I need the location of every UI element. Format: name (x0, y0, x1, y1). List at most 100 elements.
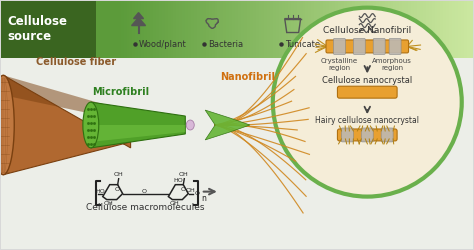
Bar (124, 1, 128, 58)
Bar (153, 1, 157, 58)
Text: Algae: Algae (359, 40, 386, 49)
Bar (420, 1, 424, 58)
Text: OH: OH (104, 201, 114, 206)
Bar (329, 1, 333, 58)
Bar (294, 1, 298, 58)
Bar (226, 1, 230, 58)
FancyBboxPatch shape (389, 38, 401, 54)
Bar (388, 1, 392, 58)
Text: O: O (142, 188, 147, 194)
Bar (447, 1, 450, 58)
Bar (349, 1, 354, 58)
Bar (455, 1, 459, 58)
Bar (438, 1, 441, 58)
Bar (344, 1, 347, 58)
FancyBboxPatch shape (353, 38, 365, 54)
Text: Hairy cellulose nanocrystal: Hairy cellulose nanocrystal (315, 116, 419, 124)
Ellipse shape (0, 75, 14, 175)
Bar (432, 1, 436, 58)
Bar (417, 1, 421, 58)
FancyBboxPatch shape (334, 38, 346, 54)
Bar (332, 1, 336, 58)
Text: OH: OH (113, 172, 123, 177)
Bar (238, 1, 242, 58)
Bar (206, 1, 210, 58)
Bar (320, 1, 324, 58)
Bar (176, 1, 180, 58)
Bar (467, 1, 471, 58)
Bar (247, 1, 251, 58)
Bar (267, 1, 271, 58)
Bar (385, 1, 389, 58)
Bar (311, 1, 315, 58)
Text: Cellulose macromolecules: Cellulose macromolecules (86, 203, 205, 212)
Bar (273, 1, 277, 58)
Text: Nanofibril: Nanofibril (220, 72, 275, 82)
Bar (232, 1, 236, 58)
Text: Cellulose fiber: Cellulose fiber (36, 57, 116, 67)
FancyBboxPatch shape (373, 38, 385, 54)
Ellipse shape (186, 120, 194, 130)
Bar (144, 1, 148, 58)
Text: n: n (201, 194, 206, 202)
Bar (356, 1, 359, 58)
Bar (405, 1, 409, 58)
Text: Tunicate: Tunicate (285, 40, 320, 49)
Bar (262, 1, 265, 58)
Bar (121, 1, 125, 58)
Text: HO: HO (173, 178, 183, 183)
Bar (335, 1, 339, 58)
Bar (194, 1, 198, 58)
Bar (428, 1, 433, 58)
Text: HO: HO (95, 189, 105, 194)
Bar (215, 1, 219, 58)
Bar (449, 1, 453, 58)
Bar (253, 1, 256, 58)
Bar (147, 1, 151, 58)
Bar (443, 1, 447, 58)
Bar (235, 1, 239, 58)
Text: OH: OH (186, 188, 196, 193)
Bar (218, 1, 221, 58)
FancyBboxPatch shape (361, 128, 373, 142)
Bar (203, 1, 207, 58)
Bar (182, 1, 186, 58)
Bar (376, 1, 380, 58)
Bar (191, 1, 195, 58)
Text: Cellulose nanocrystal: Cellulose nanocrystal (322, 76, 412, 85)
Bar (185, 1, 189, 58)
Text: Wood/plant: Wood/plant (138, 40, 186, 49)
Bar (258, 1, 263, 58)
Bar (461, 1, 465, 58)
Bar (1, 1, 473, 58)
Ellipse shape (83, 102, 99, 148)
Bar (341, 1, 345, 58)
Bar (229, 1, 233, 58)
Bar (370, 1, 374, 58)
Bar (150, 1, 154, 58)
Bar (393, 1, 397, 58)
Bar (138, 1, 142, 58)
Bar (164, 1, 169, 58)
Bar (220, 1, 224, 58)
Bar (391, 1, 394, 58)
Text: Cellulose
source: Cellulose source (7, 14, 67, 42)
Text: Amorphous
region: Amorphous region (372, 58, 412, 71)
Text: O: O (115, 187, 119, 192)
Text: Microfibril: Microfibril (92, 87, 149, 97)
Bar (305, 1, 310, 58)
FancyBboxPatch shape (326, 40, 409, 53)
Bar (402, 1, 406, 58)
Bar (159, 1, 163, 58)
Bar (127, 1, 130, 58)
Bar (470, 1, 474, 58)
Bar (200, 1, 204, 58)
Bar (135, 1, 139, 58)
Bar (285, 1, 289, 58)
Circle shape (273, 8, 462, 196)
Bar (399, 1, 403, 58)
Bar (352, 1, 356, 58)
Bar (171, 1, 174, 58)
Bar (367, 1, 371, 58)
Bar (276, 1, 280, 58)
